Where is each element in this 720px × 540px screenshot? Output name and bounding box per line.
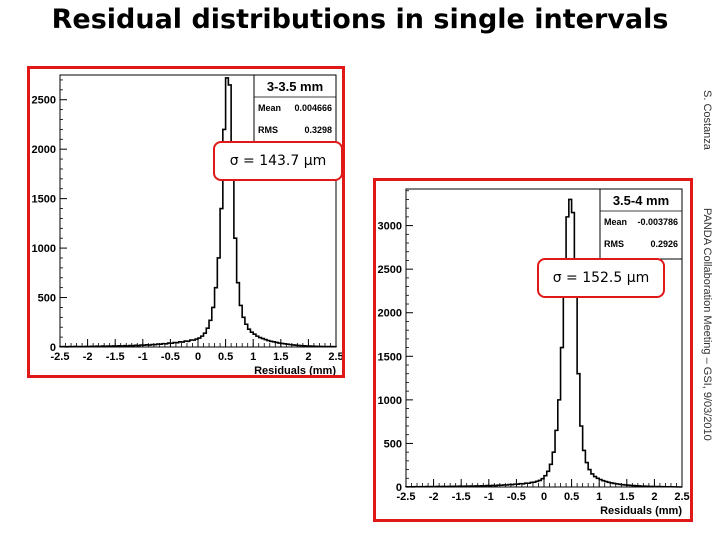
stats-box xyxy=(253,74,337,144)
sigma-label-1: σ = 143.7 μm xyxy=(213,141,343,181)
stats-value: 0.004666 xyxy=(294,103,332,113)
x-tick-label: 2.5 xyxy=(674,491,689,503)
footer-label: PANDA Collaboration Meeting – GSI, 9/03/… xyxy=(701,208,713,441)
x-tick-label: -1 xyxy=(138,351,148,363)
stats-label: RMS xyxy=(258,125,278,135)
x-tick-label: 2 xyxy=(651,491,657,503)
x-tick-label: -0.5 xyxy=(507,491,526,503)
x-tick-label: -1.5 xyxy=(452,491,471,503)
x-tick-label: -2 xyxy=(83,351,93,363)
y-tick-label: 500 xyxy=(384,438,402,450)
stats-value: -0.003786 xyxy=(637,217,678,227)
slide-title: Residual distributions in single interva… xyxy=(51,4,669,35)
y-tick-label: 500 xyxy=(38,293,56,305)
x-tick-label: 1.5 xyxy=(273,351,288,363)
histogram-panel-1: 0 500 1000 1500 2000 2500 -2.5 -2 -1.5 -1 -0.5 0 0.5… xyxy=(27,66,345,378)
stats-value: 0.2926 xyxy=(650,239,678,249)
stats-box xyxy=(599,188,683,260)
x-tick-label: -2.5 xyxy=(397,491,416,503)
x-tick-label: -1.5 xyxy=(106,351,125,363)
y-tick-label: 0 xyxy=(50,342,56,354)
stats-title: 3-3.5 mm xyxy=(267,79,323,94)
x-tick-label: 0 xyxy=(541,491,547,503)
x-tick-label: 0 xyxy=(195,351,201,363)
x-tick-label: -0.5 xyxy=(161,351,180,363)
x-tick-label: 0.5 xyxy=(564,491,579,503)
y-tick-label: 2000 xyxy=(32,144,56,156)
histogram-line xyxy=(405,198,683,488)
stats-title: 3.5-4 mm xyxy=(613,193,669,208)
histogram-chart-1: 0 500 1000 1500 2000 2500 -2.5 -2 -1.5 -1 -0.5 0 0.5… xyxy=(32,74,342,375)
y-tick-label: 2000 xyxy=(378,308,402,320)
y-tick-label: 3000 xyxy=(378,221,402,233)
x-tick-label: -2.5 xyxy=(51,351,70,363)
y-tick-label: 2500 xyxy=(378,264,402,276)
x-tick-label: -2 xyxy=(429,491,439,503)
y-tick-label: 1500 xyxy=(32,194,56,206)
x-tick-label: 2.5 xyxy=(328,351,342,363)
x-axis-label: Residuals (mm) xyxy=(254,365,336,375)
y-tick-label: 0 xyxy=(396,482,402,494)
histogram-chart-2: 0 500 1000 1500 2000 2500 3000 -2.5 -2 -1.5 -1 -0.5… xyxy=(378,188,690,517)
x-tick-label: 1 xyxy=(596,491,602,503)
x-tick-label: 1 xyxy=(250,351,256,363)
x-axis-label: Residuals (mm) xyxy=(600,505,682,517)
y-tick-label: 2500 xyxy=(32,95,56,107)
stats-label: RMS xyxy=(604,239,624,249)
y-tick-label: 1500 xyxy=(378,351,402,363)
stats-label: Mean xyxy=(604,217,627,227)
y-tick-label: 1000 xyxy=(378,395,402,407)
y-tick-label: 1000 xyxy=(32,243,56,255)
x-tick-label: 1.5 xyxy=(619,491,634,503)
stats-value: 0.3298 xyxy=(304,125,332,135)
x-tick-label: 2 xyxy=(305,351,311,363)
author-label: S. Costanza xyxy=(701,90,713,150)
x-tick-label: 0.5 xyxy=(218,351,233,363)
stats-label: Mean xyxy=(258,103,281,113)
x-tick-label: -1 xyxy=(484,491,494,503)
sigma-label-2: σ = 152.5 μm xyxy=(537,258,665,298)
histogram-panel-2: 0 500 1000 1500 2000 2500 3000 -2.5 -2 -1.5 -1 -0.5… xyxy=(373,178,693,522)
